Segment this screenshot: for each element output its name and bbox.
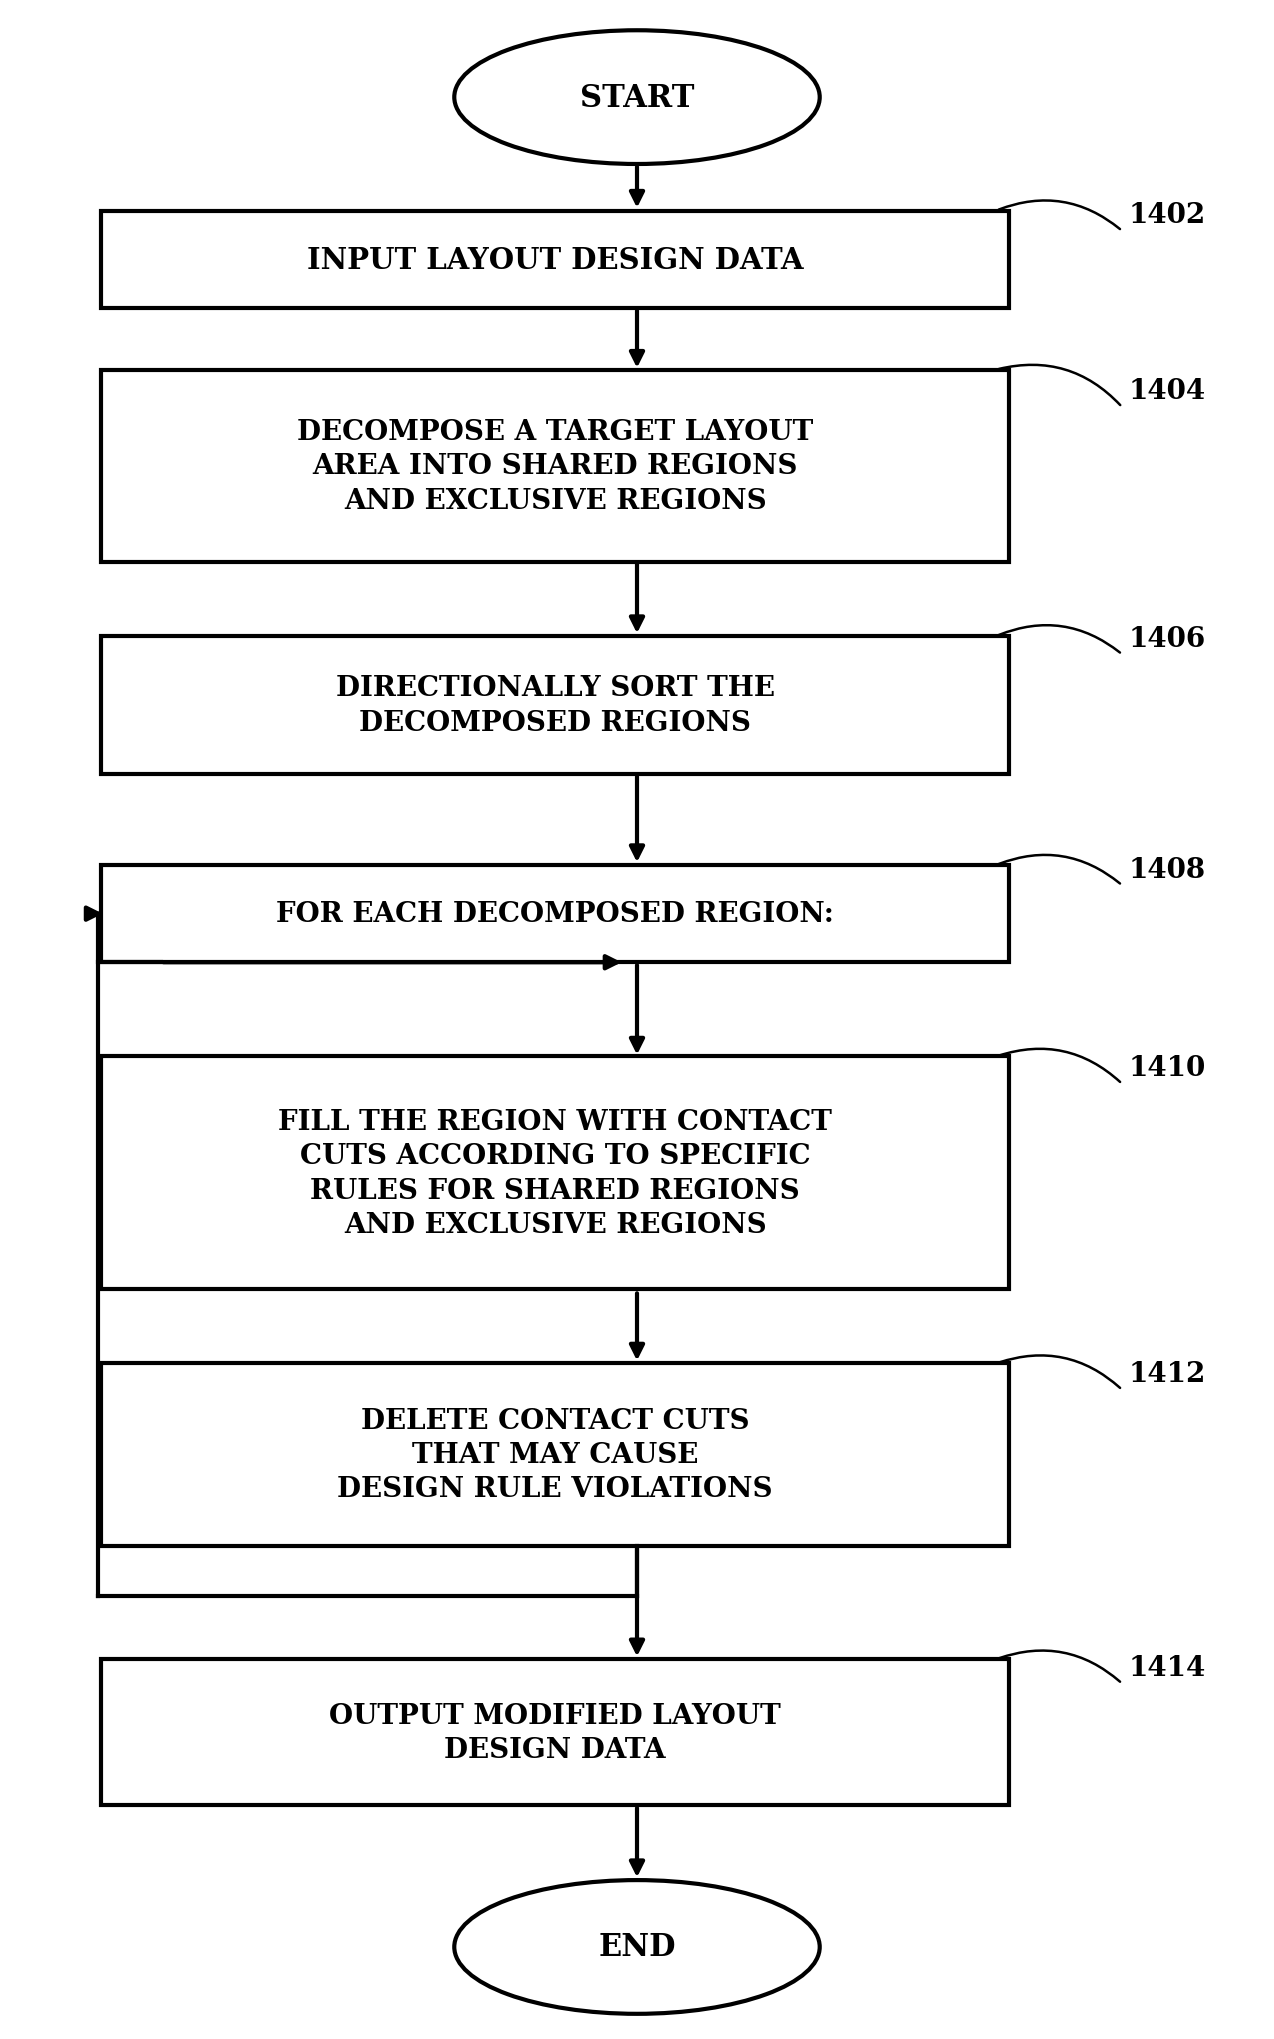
Text: 1408: 1408 xyxy=(1129,856,1205,883)
Ellipse shape xyxy=(455,31,819,165)
Text: 1414: 1414 xyxy=(1129,1654,1205,1680)
Text: 1410: 1410 xyxy=(1129,1054,1205,1081)
Text: END: END xyxy=(599,1931,675,1962)
Bar xyxy=(102,867,1009,962)
Text: DIRECTIONALLY SORT THE
DECOMPOSED REGIONS: DIRECTIONALLY SORT THE DECOMPOSED REGION… xyxy=(335,675,775,736)
Text: DELETE CONTACT CUTS
THAT MAY CAUSE
DESIGN RULE VIOLATIONS: DELETE CONTACT CUTS THAT MAY CAUSE DESIG… xyxy=(338,1407,773,1503)
Text: FILL THE REGION WITH CONTACT
CUTS ACCORDING TO SPECIFIC
RULES FOR SHARED REGIONS: FILL THE REGION WITH CONTACT CUTS ACCORD… xyxy=(278,1109,832,1238)
Text: 1404: 1404 xyxy=(1129,377,1205,406)
Bar xyxy=(102,371,1009,563)
Text: 1402: 1402 xyxy=(1129,202,1205,228)
Text: START: START xyxy=(580,82,694,114)
Text: FOR EACH DECOMPOSED REGION:: FOR EACH DECOMPOSED REGION: xyxy=(276,901,834,928)
Bar xyxy=(102,212,1009,308)
Text: DECOMPOSE A TARGET LAYOUT
AREA INTO SHARED REGIONS
AND EXCLUSIVE REGIONS: DECOMPOSE A TARGET LAYOUT AREA INTO SHAR… xyxy=(297,418,813,514)
Bar xyxy=(102,1660,1009,1805)
Text: OUTPUT MODIFIED LAYOUT
DESIGN DATA: OUTPUT MODIFIED LAYOUT DESIGN DATA xyxy=(329,1703,781,1764)
Bar xyxy=(102,1056,1009,1291)
Bar xyxy=(102,636,1009,775)
Text: INPUT LAYOUT DESIGN DATA: INPUT LAYOUT DESIGN DATA xyxy=(307,245,804,275)
Text: 1406: 1406 xyxy=(1129,626,1205,652)
Ellipse shape xyxy=(455,1880,819,2015)
Text: 1412: 1412 xyxy=(1129,1360,1205,1387)
Bar xyxy=(102,1364,1009,1546)
